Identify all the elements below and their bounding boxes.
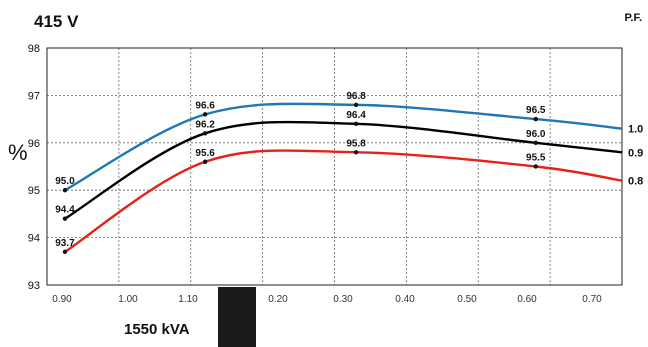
data-point [533,140,538,145]
y-tick-label: 93 [28,280,40,292]
legend-entry: 1.0 [628,124,643,136]
pf-legend-title: P.F. [624,12,642,24]
y-tick-label: 97 [28,90,40,102]
x-tick-label: 0.90 [52,294,72,305]
y-tick-label: 94 [28,233,40,245]
data-point [353,121,359,127]
y-tick-label: 96 [28,138,40,150]
data-label: 94.4 [55,205,75,216]
data-label: 95.0 [55,176,75,187]
x-tick-label: 0.30 [333,294,353,305]
rating-label: 1550 kVA [124,321,190,338]
x-tick-label: 0.60 [517,294,537,305]
data-label: 96.5 [526,105,546,116]
chart-title: 415 V [34,12,79,31]
x-tick-label: 0.50 [457,294,477,305]
series-line-pf-1.0 [64,102,623,192]
y-axis-label: % [8,140,28,165]
data-point [62,249,68,255]
data-point [533,116,538,122]
data-label: 95.8 [346,138,366,149]
data-point [202,112,208,117]
redaction-block [218,287,256,347]
data-label: 96.8 [346,91,366,102]
data-point [533,164,538,169]
data-point [62,188,68,193]
series-line-pf-0.8 [64,149,623,253]
y-tick-label: 98 [28,43,40,55]
data-label: 95.6 [195,148,215,159]
x-tick-label: 1.00 [118,294,138,305]
data-point [202,159,208,164]
x-tick-label: 0.70 [582,294,602,305]
plot-frame [46,47,623,286]
data-label: 95.5 [526,153,546,164]
data-label: 96.0 [526,129,546,140]
y-tick-label: 95 [28,185,40,197]
data-point [353,150,359,155]
data-label: 96.6 [195,100,215,111]
data-label: 93.7 [55,238,75,249]
data-label: 96.2 [195,119,215,130]
legend-entry: 0.8 [628,176,643,188]
data-point [202,131,208,136]
x-tick-label: 1.10 [178,294,198,305]
legend-entry: 0.9 [628,147,643,159]
x-tick-label: 0.40 [395,294,415,305]
data-point [353,102,359,108]
data-label: 96.4 [346,110,366,121]
data-point [62,216,68,221]
x-tick-label: 0.20 [268,294,288,305]
